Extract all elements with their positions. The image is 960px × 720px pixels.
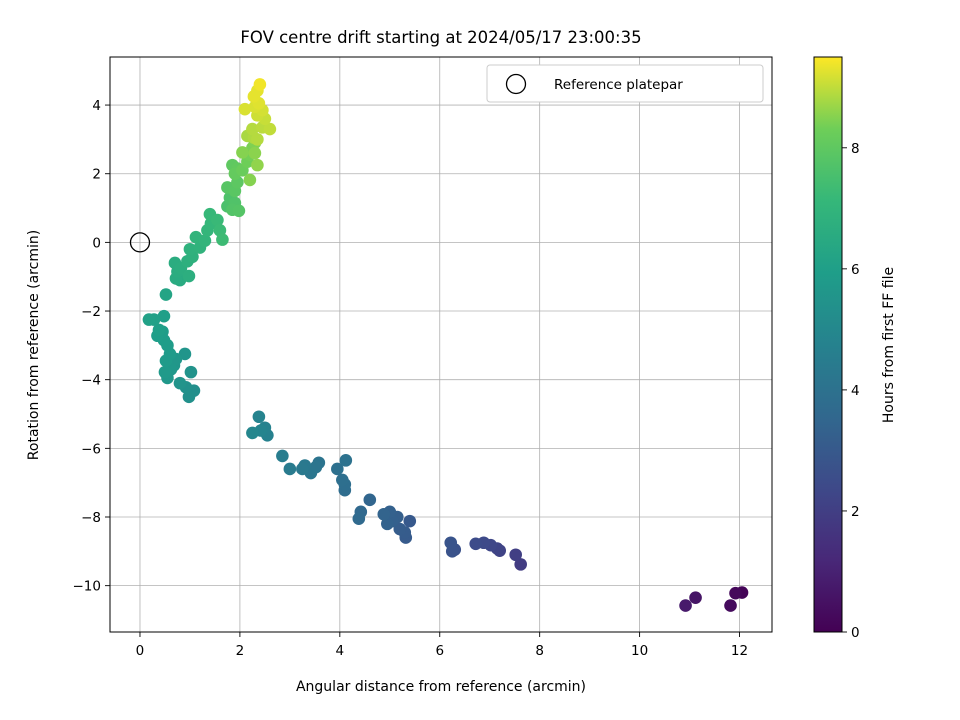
y-tick-label: 2 [92, 167, 101, 183]
data-point [159, 288, 173, 301]
plot-frame [109, 56, 773, 633]
data-point [232, 204, 246, 218]
y-axis-label: Rotation from reference (arcmin) [26, 230, 42, 460]
colorbar-tick-label: 6 [851, 262, 860, 278]
data-point [182, 390, 196, 404]
legend: Reference platepar [486, 64, 764, 103]
colorbar-ticks: 0 2 4 6 8 [842, 141, 860, 641]
x-tick-label: 4 [336, 643, 345, 659]
data-point [253, 78, 267, 91]
data-point [248, 146, 262, 160]
y-tick-label: −10 [73, 579, 102, 595]
data-point [403, 514, 417, 528]
y-tick-label: −2 [81, 304, 101, 320]
data-point [296, 462, 309, 476]
data-point [142, 313, 156, 326]
data-point [243, 173, 257, 187]
data-point [246, 122, 259, 136]
data-point [729, 586, 742, 600]
data-points [142, 78, 749, 612]
data-point [509, 548, 522, 562]
y-tick-label: −4 [81, 373, 101, 389]
colorbar-tick-label: 4 [851, 383, 860, 399]
data-point [339, 454, 353, 467]
data-point [679, 599, 692, 612]
data-point [173, 376, 187, 390]
data-point [183, 242, 197, 256]
colorbar-label: Hours from first FF file [881, 267, 897, 423]
data-point [469, 537, 483, 551]
x-axis-ticks: 0 2 4 6 8 10 12 [136, 632, 748, 659]
legend-entry-reference-platepar: Reference platepar [554, 77, 683, 93]
data-point [238, 102, 252, 116]
data-point [211, 213, 224, 227]
data-point [251, 133, 264, 146]
x-tick-label: 10 [631, 643, 648, 659]
x-tick-label: 12 [731, 643, 748, 659]
legend-marker-icon [505, 73, 527, 95]
data-point [184, 365, 198, 379]
grid-lines [110, 57, 772, 632]
data-point [331, 462, 344, 476]
colorbar-tick-label: 8 [851, 141, 860, 157]
data-point [380, 517, 394, 531]
data-point [393, 522, 407, 536]
data-point [689, 591, 702, 604]
data-point [444, 536, 458, 550]
y-axis-ticks: −10 −8 −6 −4 −2 0 2 4 [73, 98, 110, 595]
data-point [198, 234, 212, 247]
data-point [352, 512, 366, 526]
x-axis-label: Angular distance from reference (arcmin) [296, 679, 586, 695]
data-point [283, 462, 297, 476]
chart-title: FOV centre drift starting at 2024/05/17 … [240, 28, 641, 47]
data-point [157, 309, 171, 323]
y-tick-label: 0 [92, 235, 101, 251]
legend-box [486, 64, 764, 103]
data-point [377, 507, 391, 521]
data-point [236, 146, 249, 159]
data-point [724, 599, 737, 612]
colorbar: 0 2 4 6 8 Hours from first FF file [813, 56, 897, 641]
data-point [152, 323, 166, 337]
x-tick-label: 0 [136, 643, 145, 659]
data-point [216, 233, 229, 246]
reference-platepar-marker [129, 232, 151, 253]
data-point [514, 558, 527, 571]
data-point [251, 158, 264, 172]
colorbar-tick-label: 2 [851, 504, 860, 520]
x-tick-label: 8 [535, 643, 544, 659]
y-tick-label: −8 [81, 510, 101, 526]
data-point [158, 365, 172, 379]
colorbar-tick-label: 0 [851, 625, 860, 641]
x-tick-label: 2 [236, 643, 245, 659]
data-point [276, 449, 289, 463]
data-point [252, 410, 266, 424]
data-point [263, 122, 277, 136]
data-point [182, 269, 196, 283]
data-point [246, 426, 259, 440]
data-point [363, 493, 377, 507]
y-tick-label: 4 [92, 98, 101, 114]
data-point [336, 473, 349, 487]
x-tick-label: 6 [435, 643, 444, 659]
colorbar-gradient [813, 56, 843, 633]
y-tick-label: −6 [81, 441, 101, 457]
